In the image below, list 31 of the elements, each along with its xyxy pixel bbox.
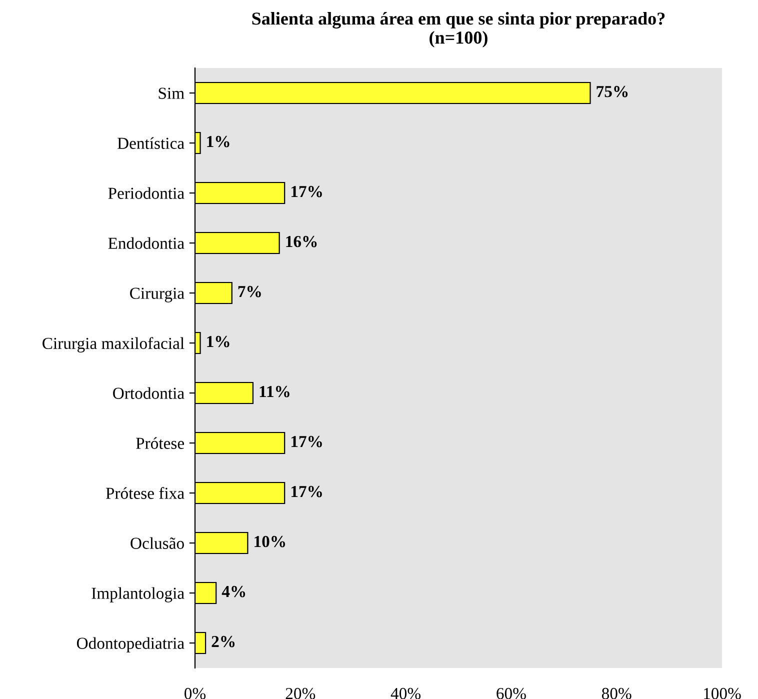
data-label: 1%: [207, 136, 230, 148]
y-tick-label: Endodontia: [108, 237, 184, 249]
y-tick-label: Implantologia: [92, 587, 184, 602]
y-tick-label: Odontopediatria: [76, 637, 184, 652]
y-tick-label: Prótese fixa: [106, 487, 184, 499]
y-tick-label: Ortodontia: [113, 387, 184, 399]
y-tick-label: Cirurgia maxilofacial: [42, 337, 184, 352]
y-tick-label: Cirurgia: [130, 288, 184, 302]
data-label: 2%: [212, 636, 235, 648]
y-tick-label: Sim: [158, 88, 184, 99]
chart-title: Salienta alguma área em que se sinta pior preparado? (n=100): [252, 12, 665, 48]
data-label: 16%: [286, 236, 317, 248]
x-tick-label: 60%: [496, 688, 526, 699]
y-tick-label: Dentística: [117, 137, 184, 149]
y-tick-label: Prótese: [136, 437, 184, 449]
x-tick-label: 40%: [390, 688, 421, 699]
x-tick-label: 0%: [184, 688, 206, 699]
data-label: 4%: [222, 586, 246, 598]
y-tick-label: Periodontia: [108, 187, 184, 199]
data-label: 17%: [291, 436, 322, 448]
x-tick-label: 100%: [704, 688, 741, 699]
y-tick-label: Oclusão: [130, 537, 184, 549]
x-tick-label: 80%: [602, 688, 632, 699]
x-tick-label: 20%: [286, 688, 316, 699]
data-label: 75%: [596, 86, 628, 98]
data-label: 10%: [254, 536, 286, 548]
data-label: 11%: [260, 386, 290, 398]
data-label: 7%: [238, 286, 261, 298]
data-label: 1%: [207, 336, 230, 348]
data-label: 17%: [291, 486, 322, 498]
data-label: 17%: [291, 186, 322, 198]
